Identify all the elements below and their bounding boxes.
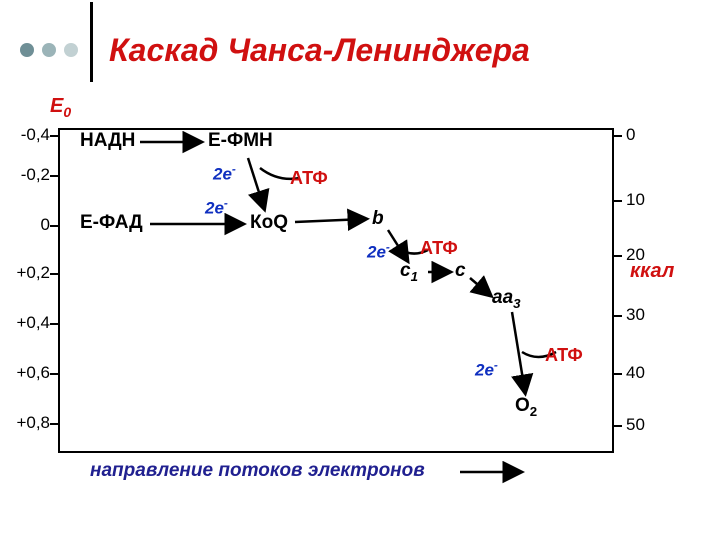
dot-3 xyxy=(64,43,78,57)
header: Каскад Чанса-Ленинджера xyxy=(20,18,530,82)
electron-label-2: 2e- xyxy=(367,240,390,263)
arrow-2 xyxy=(248,158,264,208)
electron-label-1: 2e- xyxy=(205,196,228,219)
atp-label-1: АТФ xyxy=(420,238,458,259)
node-c: c xyxy=(455,260,466,282)
node-b: b xyxy=(372,208,384,230)
arrow-4 xyxy=(388,230,407,260)
node-efad: Е-ФАД xyxy=(80,212,143,234)
dot-2 xyxy=(42,43,56,57)
cascade-diagram: E0 ккал -0,4-0,20+0,2+0,4+0,6+0,8 010203… xyxy=(0,100,720,530)
header-divider xyxy=(90,2,93,82)
node-koq: КoQ xyxy=(250,212,288,234)
node-efmn: Е-ФМН xyxy=(208,130,273,152)
page-title: Каскад Чанса-Ленинджера xyxy=(109,32,530,69)
node-nadh: НАДН xyxy=(80,130,135,152)
flow-caption: направление потоков электронов xyxy=(90,460,425,482)
electron-label-0: 2e- xyxy=(213,162,236,185)
electron-label-3: 2e- xyxy=(475,358,498,381)
arrow-3 xyxy=(295,219,365,222)
dot-1 xyxy=(20,43,34,57)
node-c1: c1 xyxy=(400,260,418,284)
header-dots xyxy=(20,43,78,57)
atp-label-0: АТФ xyxy=(290,168,328,189)
atp-label-2: АТФ xyxy=(545,345,583,366)
node-o2: O2 xyxy=(515,395,537,419)
node-aa3: aa3 xyxy=(492,287,521,311)
arrow-6 xyxy=(470,278,490,295)
